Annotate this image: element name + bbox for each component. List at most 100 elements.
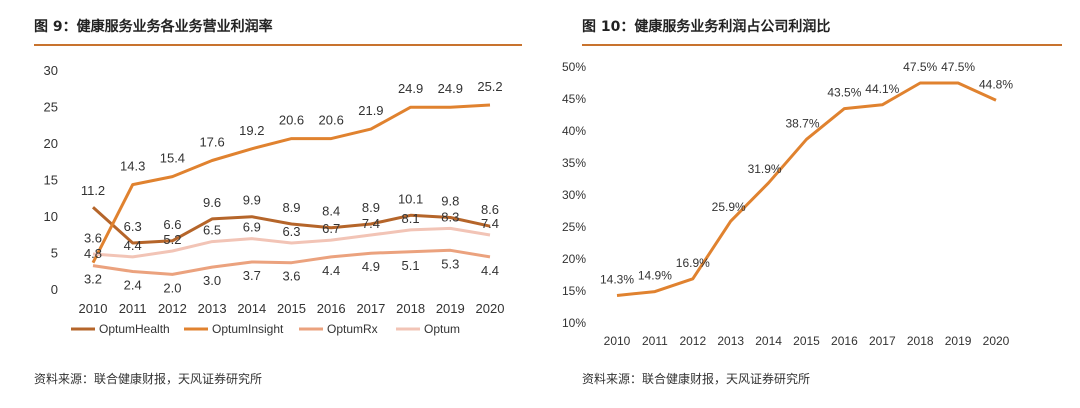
y-tick-label: 10 bbox=[44, 209, 58, 224]
data-label: 38.7% bbox=[785, 116, 819, 130]
y-tick-label: 45% bbox=[562, 92, 586, 106]
legend-label: Optum bbox=[424, 322, 460, 336]
x-tick-label: 2011 bbox=[119, 301, 147, 316]
data-label: 2.4 bbox=[124, 277, 142, 292]
x-tick-label: 2017 bbox=[869, 334, 896, 348]
x-tick-label: 2016 bbox=[831, 334, 858, 348]
data-label: 5.2 bbox=[163, 232, 181, 247]
y-tick-label: 15 bbox=[44, 173, 58, 188]
data-label: 8.3 bbox=[441, 209, 459, 224]
data-label: 25.2 bbox=[477, 79, 502, 94]
data-label: 19.2 bbox=[239, 123, 264, 138]
x-tick-label: 2020 bbox=[476, 301, 505, 316]
x-tick-label: 2019 bbox=[436, 301, 465, 316]
data-label: 6.3 bbox=[282, 224, 300, 239]
y-tick-label: 30 bbox=[44, 63, 58, 78]
data-label: 7.4 bbox=[362, 216, 380, 231]
data-label: 3.0 bbox=[203, 273, 221, 288]
data-label: 2.0 bbox=[163, 280, 181, 295]
data-label: 5.3 bbox=[441, 256, 459, 271]
series-line-optumhealth bbox=[91, 206, 491, 245]
data-label: 4.9 bbox=[362, 259, 380, 274]
data-label: 31.9% bbox=[748, 162, 782, 176]
data-label: 10.1 bbox=[398, 191, 423, 206]
data-label: 16.9% bbox=[676, 256, 710, 270]
y-tick-label: 25% bbox=[562, 220, 586, 234]
data-label: 21.9 bbox=[358, 103, 383, 118]
x-tick-label: 2015 bbox=[277, 301, 306, 316]
data-label: 4.4 bbox=[124, 238, 142, 253]
legend-label: OptumInsight bbox=[212, 322, 284, 336]
x-tick-label: 2010 bbox=[604, 334, 631, 348]
data-label: 43.5% bbox=[827, 86, 861, 100]
x-tick-label: 2018 bbox=[907, 334, 934, 348]
x-tick-label: 2012 bbox=[679, 334, 706, 348]
data-label: 3.6 bbox=[282, 269, 300, 284]
data-label: 9.8 bbox=[441, 193, 459, 208]
data-label: 6.9 bbox=[243, 220, 261, 235]
y-tick-label: 40% bbox=[562, 124, 586, 138]
data-label: 8.9 bbox=[282, 200, 300, 215]
data-label: 4.8 bbox=[84, 246, 102, 261]
y-tick-label: 0 bbox=[51, 282, 58, 297]
x-tick-label: 2013 bbox=[198, 301, 227, 316]
data-label: 15.4 bbox=[160, 151, 185, 166]
x-tick-label: 2010 bbox=[79, 301, 108, 316]
series-line bbox=[616, 81, 997, 297]
data-label: 47.5% bbox=[903, 60, 937, 74]
x-tick-label: 2019 bbox=[945, 334, 972, 348]
right-chart-svg: 10% 15% 20% 25% 30% 35% 40% 45% 50% 2010 2011 2012 2… bbox=[562, 60, 1013, 348]
data-label: 14.3 bbox=[120, 159, 145, 174]
x-tick-label: 2018 bbox=[396, 301, 425, 316]
data-label: 24.9 bbox=[398, 81, 423, 96]
data-label: 47.5% bbox=[941, 60, 975, 74]
y-tick-label: 15% bbox=[562, 284, 586, 298]
left-chart-svg: 0 5 10 15 20 25 30 2010 2011 2012 2013 2014 2015 2016… bbox=[44, 63, 505, 336]
data-label: 8.6 bbox=[481, 202, 499, 217]
y-tick-label: 50% bbox=[562, 60, 586, 74]
data-label: 9.9 bbox=[243, 193, 261, 208]
y-tick-label: 20% bbox=[562, 252, 586, 266]
right-chart-title: 图 10：健康服务业务利润占公司利润比 bbox=[582, 19, 831, 35]
left-chart-title: 图 9：健康服务业务各业务营业利润率 bbox=[34, 19, 273, 35]
y-tick-label: 30% bbox=[562, 188, 586, 202]
x-tick-label: 2017 bbox=[356, 301, 385, 316]
y-tick-label: 10% bbox=[562, 316, 586, 330]
data-label: 4.4 bbox=[481, 263, 499, 278]
data-label: 5.1 bbox=[402, 258, 420, 273]
data-label: 11.2 bbox=[81, 183, 105, 198]
data-label: 3.7 bbox=[243, 268, 261, 283]
series-line-optuminsight bbox=[91, 103, 491, 264]
data-label: 6.3 bbox=[124, 219, 142, 234]
x-tick-label: 2016 bbox=[317, 301, 346, 316]
data-label: 6.5 bbox=[203, 223, 221, 238]
series-line-optumrx bbox=[92, 248, 491, 276]
data-label: 25.9% bbox=[712, 200, 746, 214]
left-chart-source: 资料来源：联合健康财报，天风证券研究所 bbox=[34, 372, 263, 386]
x-tick-label: 2011 bbox=[642, 334, 668, 348]
right-chart-source: 资料来源：联合健康财报，天风证券研究所 bbox=[582, 372, 811, 386]
x-tick-label: 2014 bbox=[755, 334, 782, 348]
x-tick-label: 2014 bbox=[237, 301, 266, 316]
left-title-rule bbox=[34, 44, 522, 46]
series-line-optum bbox=[92, 226, 491, 259]
x-tick-label: 2012 bbox=[158, 301, 187, 316]
data-label: 20.6 bbox=[279, 113, 304, 128]
data-label: 8.1 bbox=[402, 211, 420, 226]
y-tick-label: 20 bbox=[44, 136, 58, 151]
legend-label: OptumRx bbox=[327, 322, 378, 336]
data-label: 6.6 bbox=[163, 217, 181, 232]
data-label: 44.1% bbox=[865, 82, 899, 96]
data-label: 17.6 bbox=[199, 135, 224, 150]
y-tick-label: 25 bbox=[44, 100, 58, 115]
data-label: 44.8% bbox=[979, 77, 1013, 91]
data-label: 7.4 bbox=[481, 216, 499, 231]
data-label: 14.9% bbox=[638, 269, 672, 283]
data-label: 14.3% bbox=[600, 272, 634, 286]
right-title-rule bbox=[582, 44, 1062, 46]
y-tick-label: 35% bbox=[562, 156, 586, 170]
x-tick-label: 2015 bbox=[793, 334, 820, 348]
x-tick-label: 2013 bbox=[717, 334, 744, 348]
data-label: 3.6 bbox=[84, 231, 102, 246]
data-label: 24.9 bbox=[438, 81, 463, 96]
